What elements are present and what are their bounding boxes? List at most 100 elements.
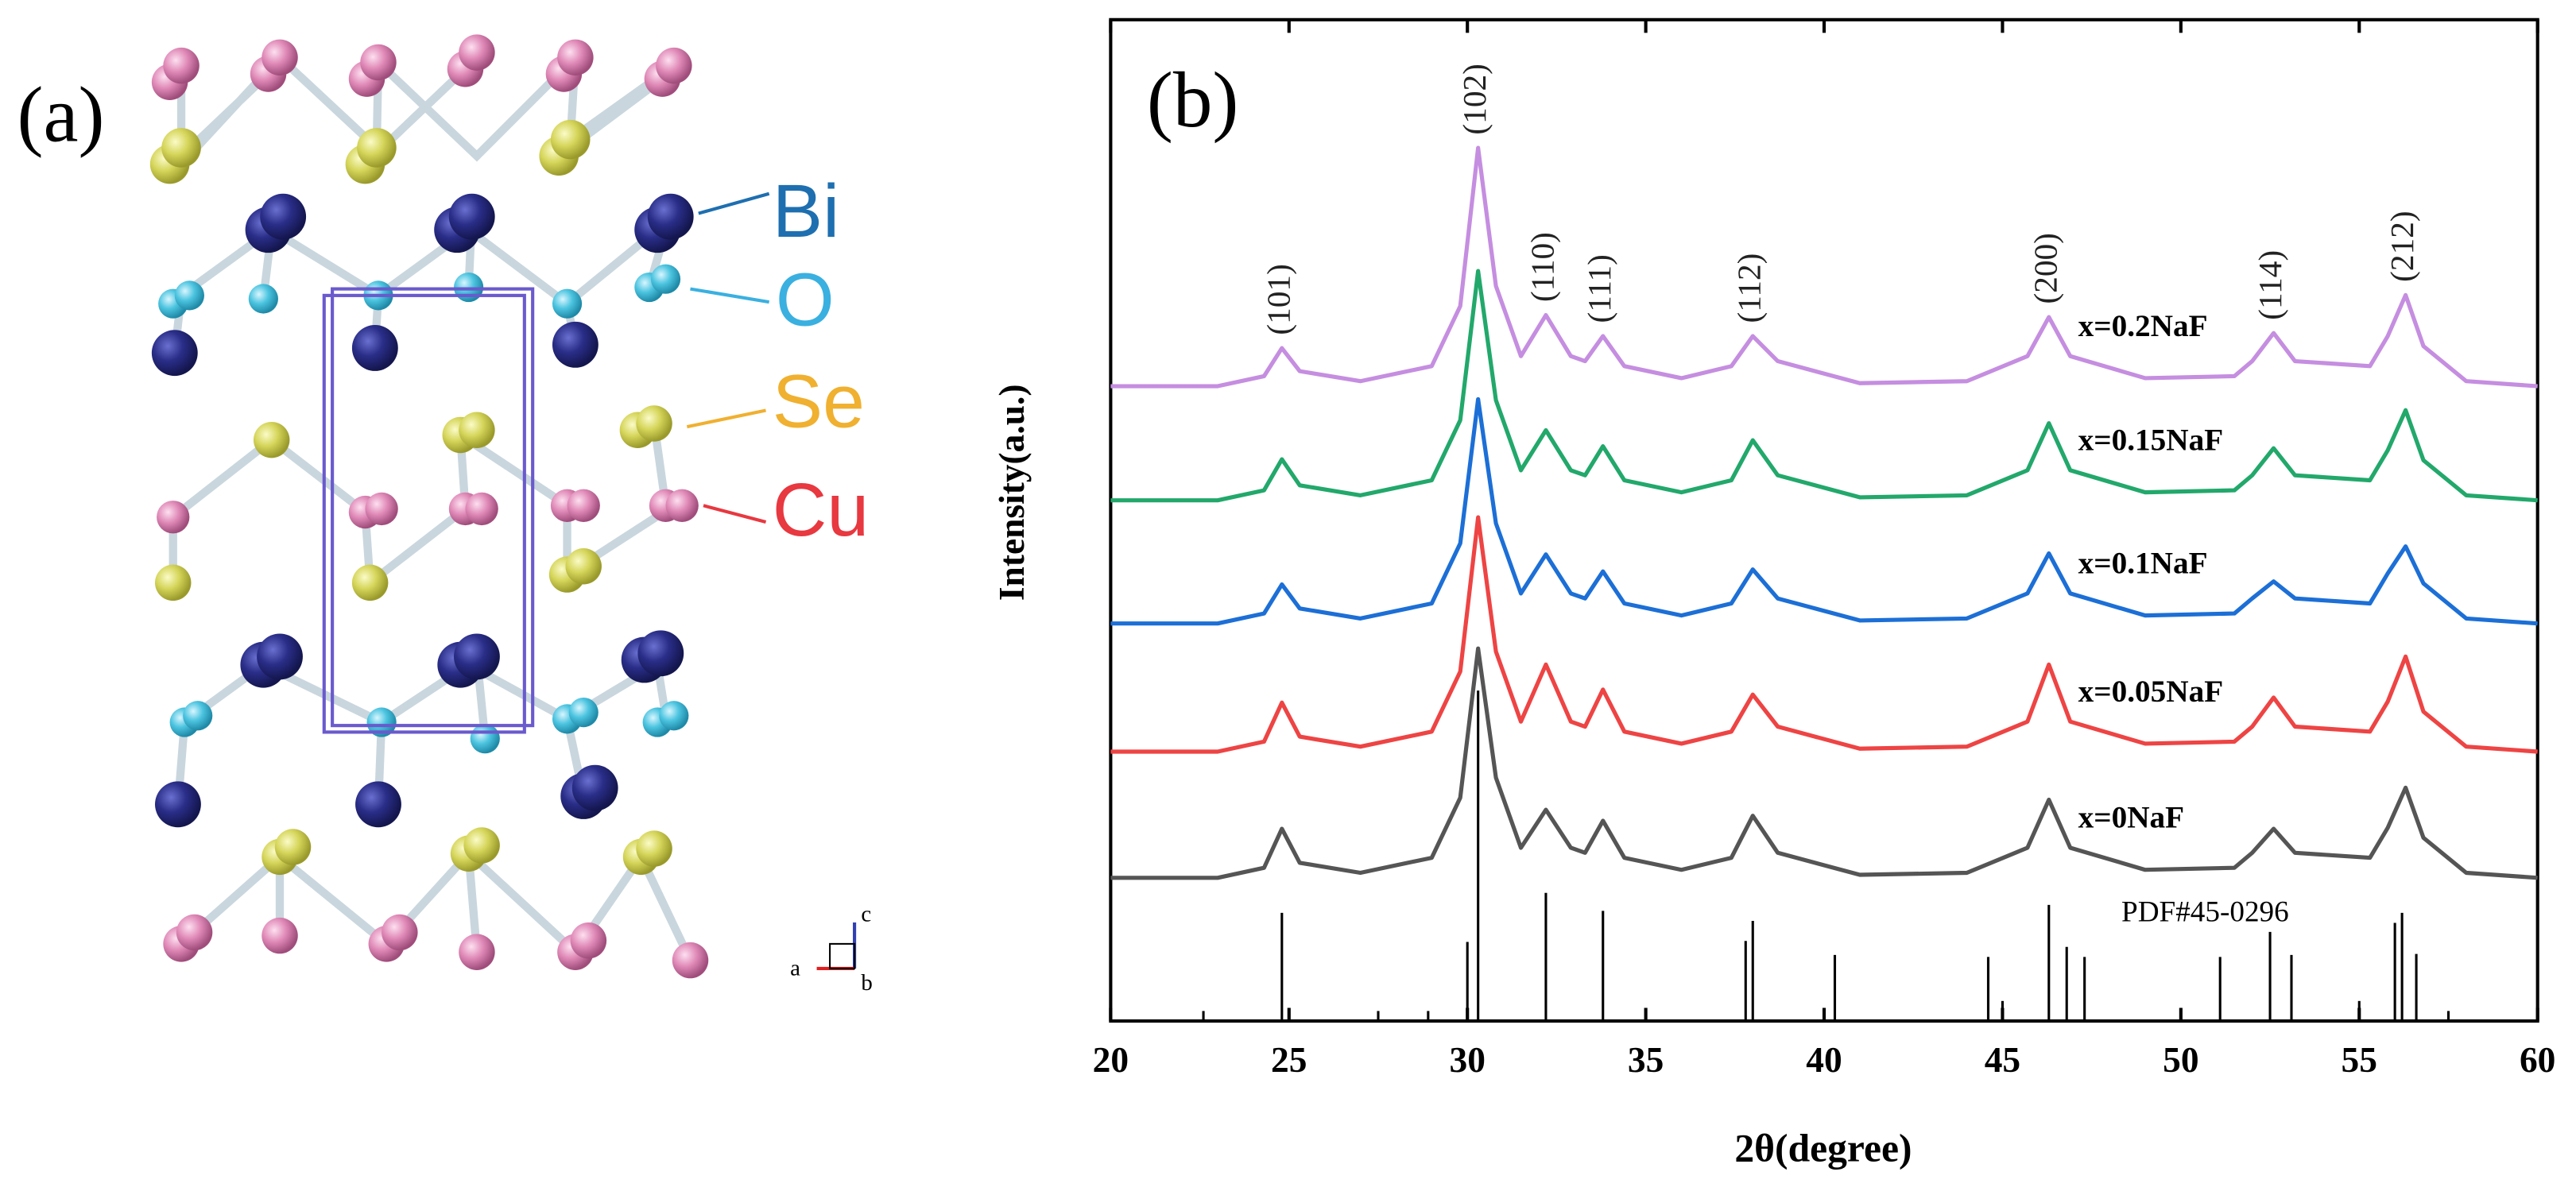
xrd-chart: (b) 2θ(degree) Intensity(a.u.) 20 25 30 35 4…: [991, 17, 2555, 1170]
atom: [636, 405, 672, 442]
axis-label: a: [790, 956, 800, 981]
peak-annotation: (112): [1731, 253, 1768, 323]
atom: [274, 829, 312, 865]
bonds: [169, 47, 695, 965]
unit-cell: [322, 293, 526, 734]
atom: [257, 633, 303, 680]
atom: [636, 830, 672, 867]
series-label: x=0.05NaF: [2078, 675, 2224, 709]
atom: [459, 34, 495, 71]
atom: [650, 264, 681, 294]
atom: [570, 922, 607, 959]
series-label: x=0.2NaF: [2078, 309, 2208, 343]
axis-label: b: [861, 970, 872, 996]
atom: [463, 827, 500, 864]
atom: [567, 489, 600, 522]
cu-atoms: [151, 34, 709, 979]
atom: [357, 128, 397, 168]
atom: [552, 288, 583, 319]
atom: [163, 47, 199, 84]
arrow: [703, 504, 767, 524]
peak-annotation: (200): [2027, 233, 2064, 304]
x-tick-label: 35: [1628, 1039, 1664, 1080]
arrow: [690, 287, 770, 304]
atom: [568, 698, 598, 728]
atom: [647, 193, 694, 240]
element-label: Se: [773, 359, 865, 443]
element-label: Cu: [773, 468, 869, 552]
atom: [470, 724, 500, 754]
x-tick-label: 20: [1093, 1039, 1129, 1080]
atom: [351, 325, 398, 371]
o-atoms: [158, 264, 689, 754]
panel-label: (b): [1147, 57, 1239, 144]
atom: [360, 44, 397, 81]
atom: [637, 630, 684, 677]
atom: [253, 421, 290, 458]
element-label: O: [776, 257, 835, 342]
bi-atoms: [151, 193, 694, 828]
arrow: [686, 408, 766, 429]
x-tick-label: 30: [1449, 1039, 1485, 1080]
atom: [351, 564, 389, 601]
arrow: [698, 191, 770, 215]
atom: [571, 764, 618, 811]
element-label: Bi: [773, 169, 839, 253]
crystal-structure: Bi O Se Cu a b c (a): [17, 34, 873, 996]
atom: [260, 193, 307, 240]
atom: [448, 193, 495, 240]
atom: [659, 701, 689, 731]
label-arrows: [686, 191, 770, 524]
atom: [459, 934, 495, 970]
peak-annotation: (102): [1456, 64, 1493, 134]
x-tick-label: 55: [2342, 1039, 2377, 1080]
se-atoms: [149, 119, 672, 876]
atom: [261, 39, 298, 76]
atom: [382, 914, 418, 951]
plot-frame: [1109, 17, 2539, 1023]
atom: [365, 492, 398, 526]
atom: [552, 321, 598, 368]
atom: [454, 633, 500, 680]
atom: [465, 492, 498, 526]
axis-box: [829, 942, 856, 969]
peak-annotation: (110): [1524, 232, 1561, 302]
atom: [157, 501, 190, 534]
atom: [161, 128, 201, 168]
x-tick-label: 25: [1271, 1039, 1307, 1080]
x-tick-label: 40: [1806, 1039, 1842, 1080]
atom: [261, 917, 298, 954]
atom: [174, 280, 204, 311]
peak-annotation: (212): [2384, 211, 2421, 281]
peak-annotation: (114): [2252, 250, 2289, 320]
atom: [557, 39, 594, 76]
x-tick-label: 60: [2520, 1039, 2555, 1080]
atom: [366, 707, 397, 737]
x-tick-label: 50: [2163, 1039, 2198, 1080]
peak-annotation: (111): [1581, 254, 1618, 323]
y-axis-label: Intensity(a.u.): [991, 384, 1032, 601]
atom: [459, 412, 495, 448]
reference-label: PDF#45-0296: [2121, 895, 2289, 928]
series-line: [1110, 145, 2538, 389]
unit-cell: [331, 287, 535, 728]
series-label: x=0.15NaF: [2078, 423, 2224, 458]
series-label: x=0NaF: [2078, 801, 2185, 835]
atom: [155, 564, 192, 601]
atom: [665, 489, 699, 522]
x-tick-label: 45: [1985, 1039, 2020, 1080]
atom: [550, 119, 591, 160]
atom: [151, 330, 198, 377]
series-label: x=0.1NaF: [2078, 547, 2208, 581]
atom: [355, 781, 401, 828]
atom: [176, 914, 213, 951]
atom: [248, 284, 278, 314]
atom: [183, 701, 213, 731]
atom: [672, 942, 709, 979]
series-line: [1110, 515, 2538, 754]
axis-label: c: [861, 901, 871, 926]
series-line: [1110, 396, 2538, 626]
atom: [656, 47, 692, 84]
x-axis-label: 2θ(degree): [1734, 1127, 1912, 1170]
